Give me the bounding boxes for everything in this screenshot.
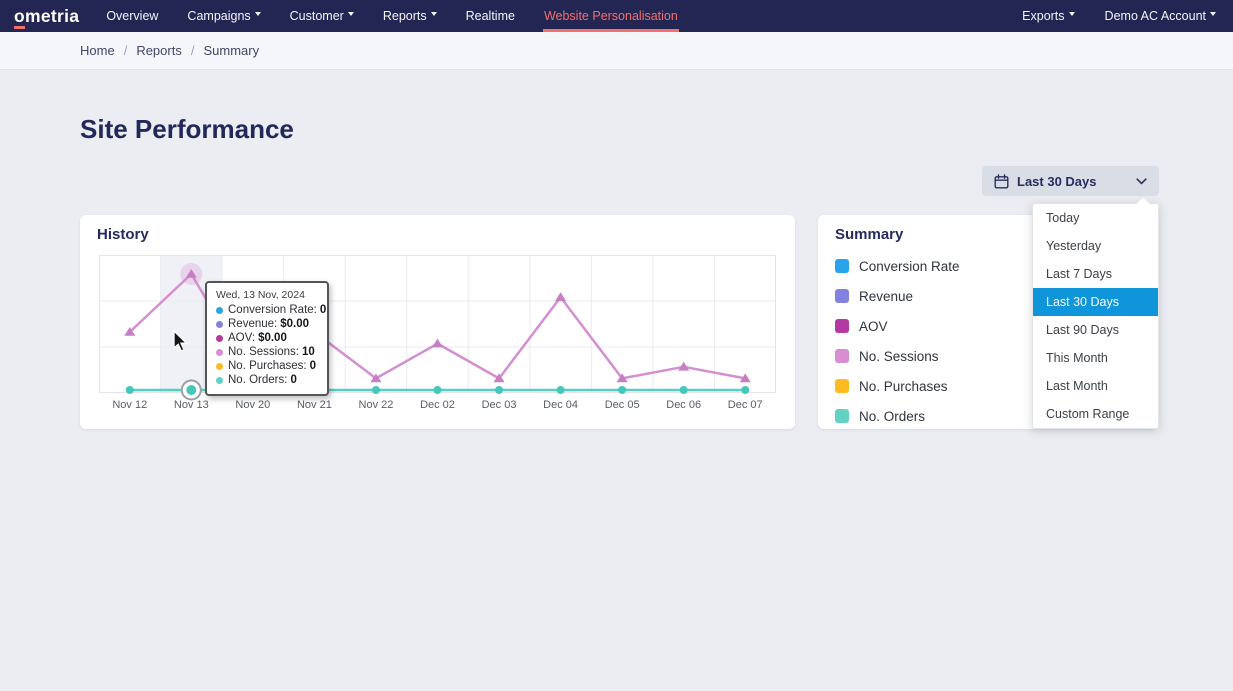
nav-item-realtime[interactable]: Realtime xyxy=(465,0,516,32)
ometria-logo[interactable]: ometria xyxy=(14,0,79,32)
nav-item-exports[interactable]: Exports xyxy=(1021,0,1075,32)
dropdown-option-last-7-days[interactable]: Last 7 Days xyxy=(1033,260,1158,288)
x-axis-label: Nov 13 xyxy=(174,399,209,411)
breadcrumb-reports[interactable]: Reports xyxy=(136,43,182,58)
x-axis-label: Dec 07 xyxy=(728,399,763,411)
nav-item-account-menu[interactable]: Demo AC Account xyxy=(1104,0,1217,32)
x-axis-label: Nov 20 xyxy=(235,399,270,411)
nav-item-campaigns[interactable]: Campaigns xyxy=(186,0,261,32)
conversion-rate-dot-icon xyxy=(216,307,223,314)
sessions-dot-icon xyxy=(216,349,223,356)
legend-item-orders: No. Orders xyxy=(835,401,960,431)
date-range-button[interactable]: Last 30 Days xyxy=(982,166,1159,196)
aov-dot-icon xyxy=(216,335,223,342)
calendar-icon xyxy=(994,174,1009,189)
orders-marker xyxy=(618,386,626,394)
dropdown-option-last-month[interactable]: Last Month xyxy=(1033,372,1158,400)
history-chart[interactable]: Nov 12 Nov 13 Nov 20 Nov 21 Nov 22 Dec 02 Dec … xyxy=(99,255,776,415)
app-root: ometria Overview Campaigns Customer Repo… xyxy=(0,0,1233,691)
date-range-label: Last 30 Days xyxy=(1017,174,1097,189)
dropdown-option-this-month[interactable]: This Month xyxy=(1033,344,1158,372)
legend-item-conversion-rate: Conversion Rate xyxy=(835,251,960,281)
tooltip-date: Wed, 13 Nov, 2024 xyxy=(216,289,319,301)
orders-marker xyxy=(372,386,380,394)
metric-legend: Conversion Rate Revenue AOV No. Sessions… xyxy=(835,251,960,431)
orders-dot-icon xyxy=(216,377,223,384)
dropdown-option-yesterday[interactable]: Yesterday xyxy=(1033,232,1158,260)
breadcrumb: Home / Reports / Summary xyxy=(0,32,1233,70)
orders-marker xyxy=(557,386,565,394)
chevron-down-icon xyxy=(1136,178,1147,185)
nav-right: Exports Demo AC Account xyxy=(1021,0,1217,32)
nav-item-website-personalisation[interactable]: Website Personalisation xyxy=(543,0,679,32)
legend-item-purchases: No. Purchases xyxy=(835,371,960,401)
breadcrumb-current: Summary xyxy=(203,43,259,58)
legend-item-revenue: Revenue xyxy=(835,281,960,311)
x-axis-label: Dec 06 xyxy=(666,399,701,411)
orders-marker xyxy=(741,386,749,394)
x-axis-label: Dec 05 xyxy=(605,399,640,411)
sessions-marker xyxy=(678,362,689,371)
tooltip-row: No. Sessions:10 xyxy=(216,346,319,358)
orders-marker xyxy=(186,385,196,395)
breadcrumb-separator: / xyxy=(124,43,128,58)
tooltip-row: No. Orders:0 xyxy=(216,374,319,386)
orders-marker xyxy=(495,386,503,394)
breadcrumb-separator: / xyxy=(191,43,195,58)
top-navbar: ometria Overview Campaigns Customer Repo… xyxy=(0,0,1233,32)
chart-tooltip: Wed, 13 Nov, 2024 Conversion Rate:0 Reve… xyxy=(205,281,329,396)
x-axis-label: Nov 22 xyxy=(359,399,394,411)
purchases-dot-icon xyxy=(216,363,223,370)
sessions-swatch xyxy=(835,349,849,363)
date-range-dropdown: Today Yesterday Last 7 Days Last 30 Days… xyxy=(1032,203,1159,429)
chevron-down-icon xyxy=(348,12,354,16)
orders-swatch xyxy=(835,409,849,423)
history-card: History Nov 12 Nov 13 Nov 20 Nov 21 Nov 22 De… xyxy=(80,215,795,429)
x-axis-label: Dec 04 xyxy=(543,399,578,411)
sessions-marker xyxy=(432,339,443,348)
main-nav: Overview Campaigns Customer Reports Real… xyxy=(105,0,679,32)
nav-item-overview[interactable]: Overview xyxy=(105,0,159,32)
legend-item-sessions: No. Sessions xyxy=(835,341,960,371)
chevron-down-icon xyxy=(1210,12,1216,16)
summary-title: Summary xyxy=(835,226,903,243)
orders-marker xyxy=(680,386,688,394)
nav-item-customer[interactable]: Customer xyxy=(289,0,355,32)
x-axis-label: Nov 21 xyxy=(297,399,332,411)
aov-swatch xyxy=(835,319,849,333)
tooltip-row: No. Purchases:0 xyxy=(216,360,319,372)
chevron-down-icon xyxy=(255,12,261,16)
revenue-swatch xyxy=(835,289,849,303)
dropdown-option-last-30-days[interactable]: Last 30 Days xyxy=(1033,288,1158,316)
dropdown-option-last-90-days[interactable]: Last 90 Days xyxy=(1033,316,1158,344)
chevron-down-icon xyxy=(1069,12,1075,16)
revenue-dot-icon xyxy=(216,321,223,328)
history-title: History xyxy=(97,226,149,243)
tooltip-row: AOV:$0.00 xyxy=(216,332,319,344)
conversion-rate-swatch xyxy=(835,259,849,273)
page-title: Site Performance xyxy=(80,114,294,145)
orders-marker xyxy=(126,386,134,394)
dropdown-option-custom-range[interactable]: Custom Range xyxy=(1033,400,1158,428)
legend-item-aov: AOV xyxy=(835,311,960,341)
chevron-down-icon xyxy=(431,12,437,16)
tooltip-row: Conversion Rate:0 xyxy=(216,304,319,316)
x-axis-label: Nov 12 xyxy=(112,399,147,411)
orders-marker xyxy=(434,386,442,394)
tooltip-row: Revenue:$0.00 xyxy=(216,318,319,330)
breadcrumb-home[interactable]: Home xyxy=(80,43,115,58)
nav-item-reports[interactable]: Reports xyxy=(382,0,438,32)
x-axis-label: Dec 03 xyxy=(482,399,517,411)
x-axis-label: Dec 02 xyxy=(420,399,455,411)
dropdown-option-today[interactable]: Today xyxy=(1033,204,1158,232)
purchases-swatch xyxy=(835,379,849,393)
sessions-marker xyxy=(555,292,566,301)
